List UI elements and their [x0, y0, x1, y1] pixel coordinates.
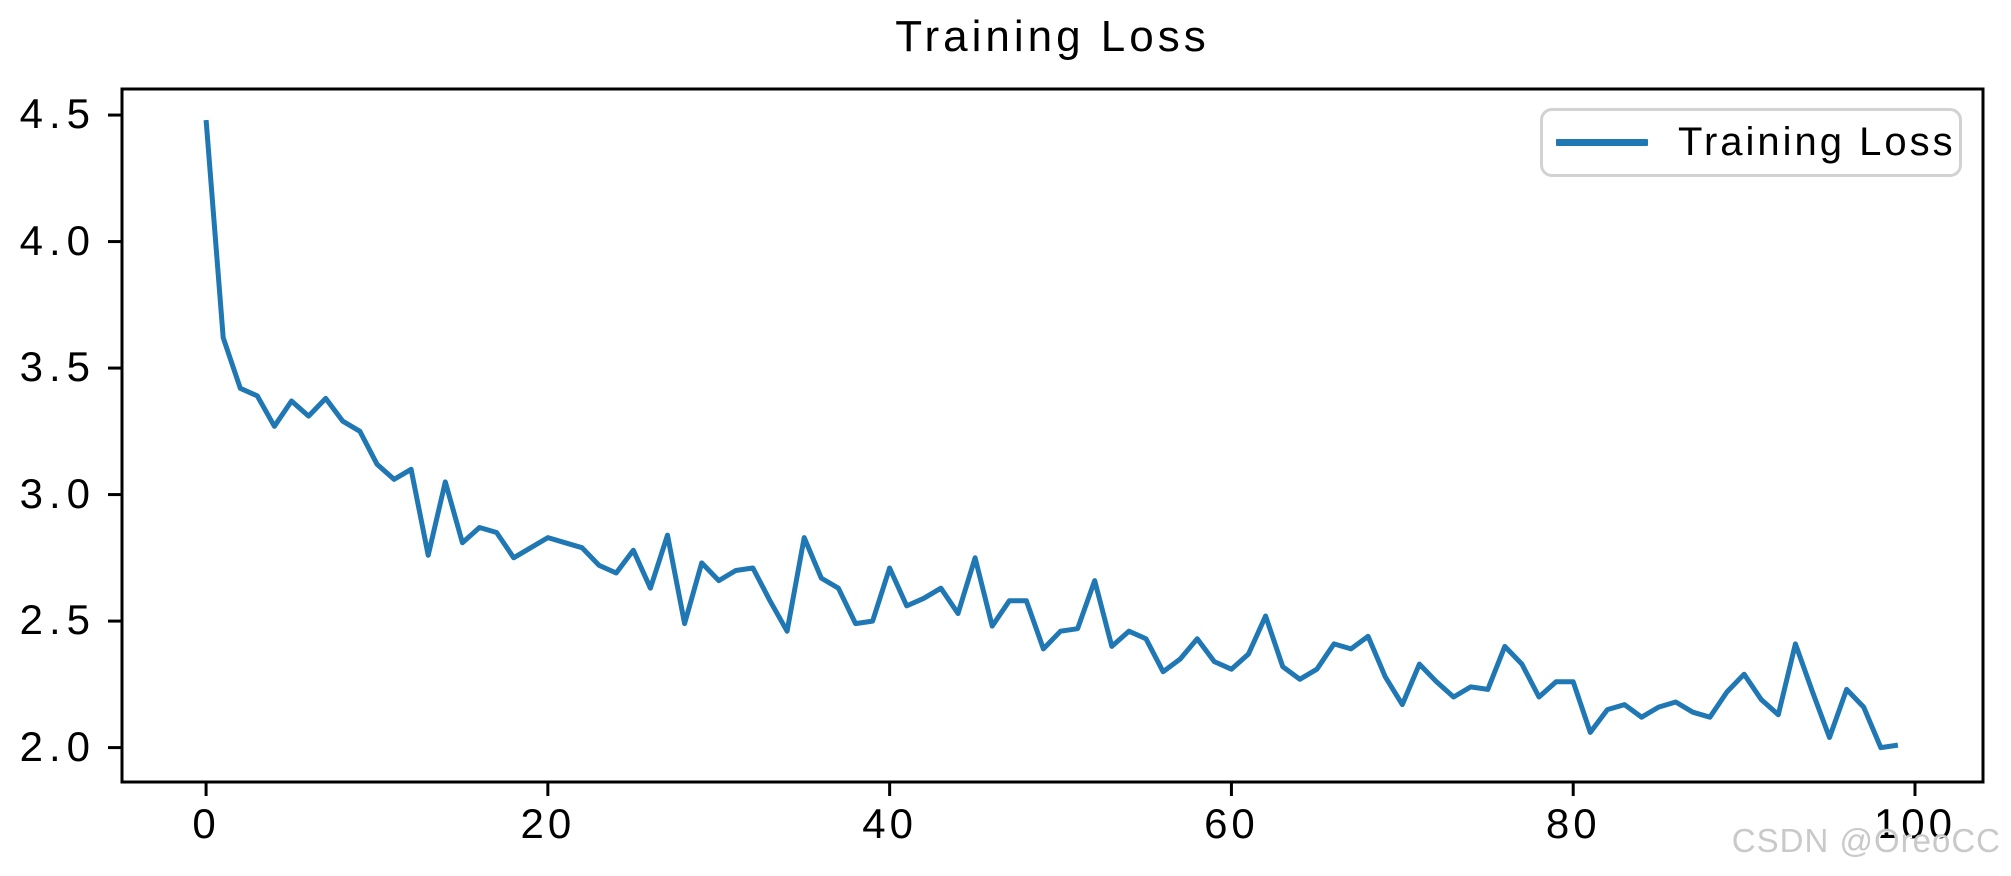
- x-tick-label: 100: [1873, 800, 1957, 847]
- legend-line-sample: [1556, 139, 1648, 146]
- chart-title: Training Loss: [895, 12, 1210, 61]
- legend: Training Loss: [1540, 108, 1962, 177]
- watermark: CSDN @OreoCC: [1731, 822, 2001, 859]
- y-tick-label: 2.0: [19, 722, 96, 770]
- x-tick-label: 40: [862, 800, 917, 847]
- x-tick-label: 0: [192, 800, 220, 847]
- x-tick-label: 60: [1204, 800, 1259, 847]
- y-tick-label: 3.0: [19, 469, 96, 517]
- tick-marks: [108, 113, 1917, 796]
- x-tick-label: 20: [520, 800, 576, 847]
- y-tick-label: 4.0: [19, 216, 96, 264]
- y-tick-label: 3.5: [19, 343, 96, 391]
- axes-frame: [120, 87, 1985, 784]
- training-loss-line: [203, 119, 1899, 751]
- legend-label: Training Loss: [1678, 120, 1956, 164]
- y-tick-label: 2.5: [19, 596, 96, 644]
- x-tick-label: 80: [1545, 800, 1601, 847]
- y-tick-label: 4.5: [19, 90, 96, 138]
